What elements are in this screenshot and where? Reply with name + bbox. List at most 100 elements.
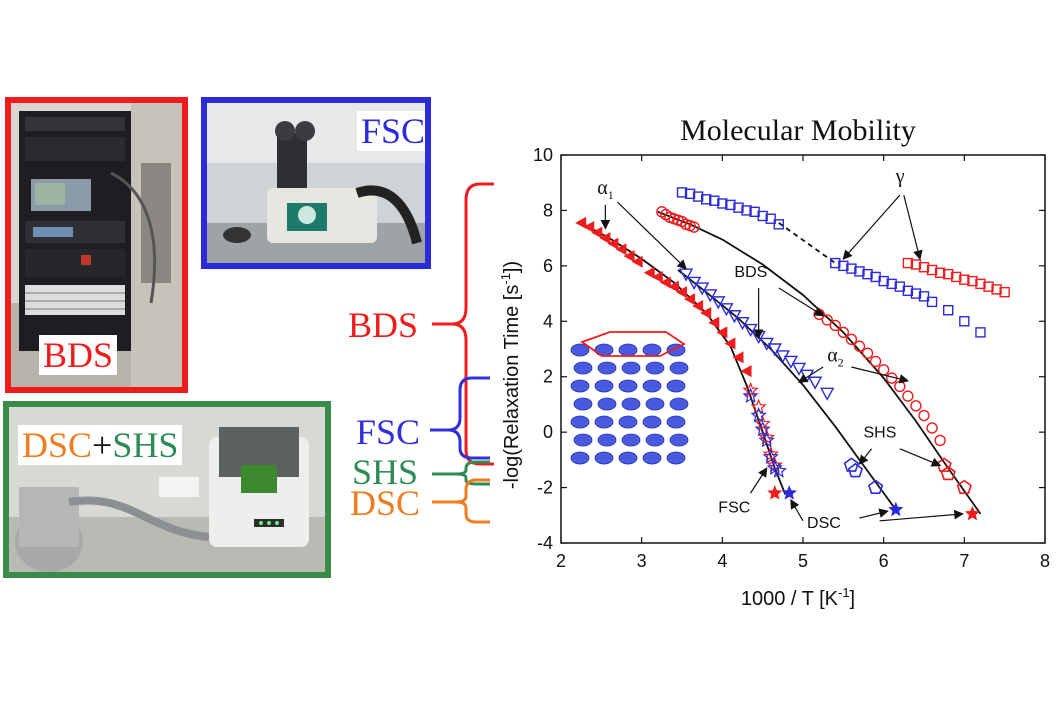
- data-point: [758, 431, 775, 448]
- data-point: [829, 319, 841, 332]
- data-point: [886, 278, 897, 290]
- x-tick-label: 8: [1040, 551, 1050, 571]
- data-point: [959, 316, 970, 327]
- x-tick-label: 6: [879, 551, 889, 571]
- fsc-photo-label: FSC: [357, 111, 425, 151]
- data-point: [727, 310, 742, 324]
- bds-annotation: BDS: [734, 264, 767, 281]
- data-point: [951, 271, 962, 283]
- data-point: [659, 276, 671, 289]
- data-point: [918, 291, 930, 302]
- data-point: [607, 237, 619, 250]
- annotation-arrow: [790, 499, 804, 522]
- fit-curve: [677, 269, 897, 511]
- data-point: [615, 243, 627, 256]
- data-point: [910, 288, 922, 299]
- data-point: [821, 314, 833, 326]
- inset-disc: [573, 397, 593, 411]
- dsc-bracket: [432, 478, 490, 524]
- data-point: [688, 221, 700, 233]
- data-point: [888, 501, 904, 517]
- data-point: [741, 205, 752, 216]
- annotation-arrow: [797, 366, 824, 383]
- bds-instrument-rack-image: [11, 103, 182, 387]
- data-point: [867, 479, 884, 495]
- data-point: [754, 415, 771, 431]
- data-point: [820, 387, 835, 401]
- data-point: [762, 445, 779, 462]
- y-tick-label: -4: [537, 533, 553, 553]
- inset-disc: [621, 397, 641, 411]
- inset-disc: [618, 415, 638, 429]
- alpha1-label: α1: [597, 177, 613, 202]
- data-point: [700, 194, 712, 205]
- bds-bracket-label: BDS: [348, 305, 419, 345]
- inset-disc: [618, 451, 638, 465]
- inset-disc: [618, 343, 638, 357]
- inset-disc: [645, 361, 665, 375]
- data-point: [956, 479, 972, 495]
- data-point: [643, 266, 655, 279]
- bracket-layer: [430, 182, 494, 524]
- inset-disc: [669, 433, 689, 447]
- data-point: [918, 262, 930, 273]
- annotation-arrow: [778, 287, 825, 317]
- data-point: [783, 355, 799, 369]
- inset-hexagon: [580, 331, 686, 357]
- y-tick-label: 10: [533, 145, 553, 165]
- inset-disc: [594, 343, 614, 357]
- inset-disc: [597, 361, 617, 375]
- fsc-photo: FSC: [201, 97, 431, 269]
- x-tick-label: 3: [637, 551, 647, 571]
- data-point: [853, 340, 866, 352]
- inset-disc: [597, 397, 617, 411]
- inset-disc: [621, 361, 641, 375]
- inset-disc: [573, 433, 593, 447]
- y-tick-label: 0: [543, 422, 553, 442]
- data-point: [838, 260, 849, 272]
- data-point: [757, 210, 768, 222]
- fsc-bracket: [430, 376, 490, 460]
- inset-disc: [570, 343, 590, 357]
- data-point: [770, 462, 788, 478]
- data-point: [902, 390, 914, 402]
- data-point: [676, 286, 687, 299]
- annotation-arrow: [842, 194, 901, 260]
- data-point: [846, 263, 857, 274]
- plus-label: +: [92, 425, 113, 465]
- shs-bracket-label: SHS: [352, 452, 419, 492]
- data-point: [750, 398, 767, 415]
- annotation-arrow: [903, 195, 923, 261]
- data-point: [837, 326, 850, 339]
- y-tick-label: 6: [543, 256, 553, 276]
- data-point: [754, 420, 771, 437]
- inset-disc: [666, 343, 686, 357]
- fit-curve: [778, 222, 836, 264]
- data-point: [869, 355, 882, 368]
- inset-disc: [645, 397, 665, 411]
- bds-photo: BDS: [5, 97, 188, 393]
- data-point: [694, 282, 710, 296]
- dsc-bracket-label: DSC: [350, 483, 421, 523]
- shs-annotation: SHS: [864, 425, 897, 442]
- dsc-shs-photo: DSC+SHS: [3, 401, 331, 578]
- data-point: [740, 365, 752, 378]
- data-point: [926, 296, 938, 308]
- x-tick-label: 5: [798, 551, 808, 571]
- data-point: [862, 268, 873, 280]
- data-point: [991, 284, 1002, 295]
- data-point: [781, 485, 797, 500]
- data-point: [623, 250, 635, 263]
- y-tick-label: 2: [543, 367, 553, 387]
- data-point: [733, 202, 744, 213]
- annotation-arrow: [858, 448, 873, 465]
- inset-disc: [645, 433, 665, 447]
- inset-disc: [642, 451, 662, 465]
- data-point: [750, 406, 767, 423]
- annotation-arrow: [859, 508, 889, 519]
- annotation-arrow: [899, 448, 942, 467]
- data-point: [684, 188, 696, 200]
- bds-photo-label: BDS: [39, 335, 118, 375]
- data-point: [708, 316, 720, 329]
- dsc-annotation: DSC: [807, 515, 841, 532]
